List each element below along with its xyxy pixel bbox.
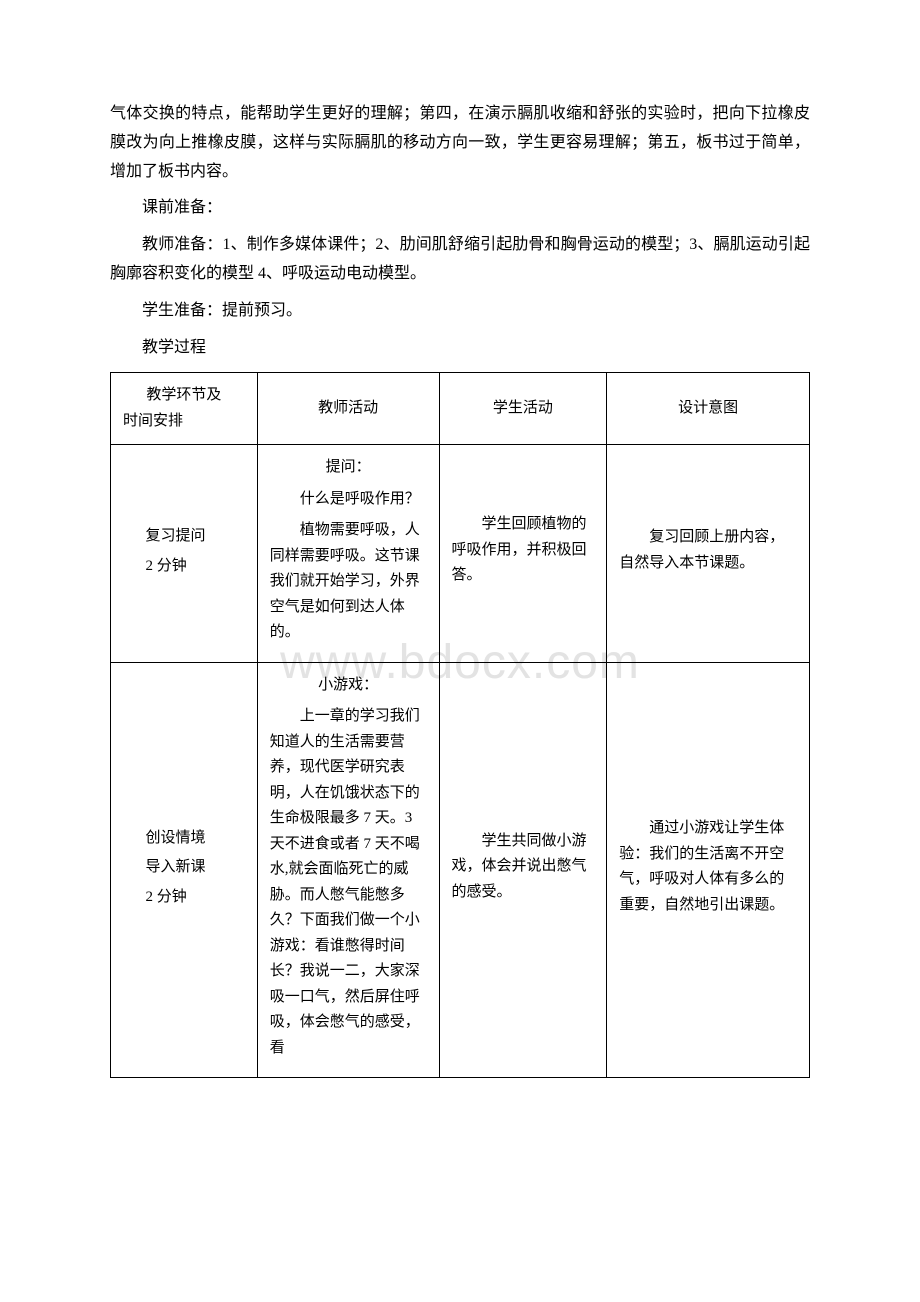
stage-text: 复习提问 <box>146 524 245 550</box>
cell-stage: 复习提问 2 分钟 <box>111 445 258 663</box>
header-cell-stage: 教学环节及 时间安排 <box>111 373 258 445</box>
cell-teacher-activity: 提问： 什么是呼吸作用？ 植物需要呼吸，人同样需要呼吸。这节课我们就开始学习，外… <box>257 445 439 663</box>
stage-text: 导入新课 <box>146 855 245 881</box>
intent-text: 通过小游戏让学生体验：我们的生活离不开空气，呼吸对人体有多么的重要，自然地引出课… <box>619 816 797 918</box>
cell-design-intent: 复习回顾上册内容，自然导入本节课题。 <box>607 445 810 663</box>
paragraph-student-prep: 学生准备：提前预习。 <box>110 297 810 326</box>
document-content: 气体交换的特点，能帮助学生更好的理解；第四，在演示膈肌收缩和舒张的实验时，把向下… <box>110 100 810 1078</box>
header-text: 时间安排 <box>123 413 183 429</box>
cell-student-activity: 学生回顾植物的呼吸作用，并积极回答。 <box>439 445 607 663</box>
cell-design-intent: 通过小游戏让学生体验：我们的生活离不开空气，呼吸对人体有多么的重要，自然地引出课… <box>607 662 810 1078</box>
table-row: 复习提问 2 分钟 提问： 什么是呼吸作用？ 植物需要呼吸，人同样需要呼吸。这节… <box>111 445 810 663</box>
intent-text: 复习回顾上册内容，自然导入本节课题。 <box>619 525 797 576</box>
cell-student-activity: 学生共同做小游戏，体会并说出憋气的感受。 <box>439 662 607 1078</box>
header-cell-intent: 设计意图 <box>607 373 810 445</box>
cell-teacher-activity: 小游戏： 上一章的学习我们知道人的生活需要营养，现代医学研究表明，人在饥饿状态下… <box>257 662 439 1078</box>
paragraph-prep-heading: 课前准备： <box>110 194 810 223</box>
stage-time: 2 分钟 <box>146 885 245 911</box>
header-text: 教学环节及 <box>146 387 221 403</box>
stage-time: 2 分钟 <box>146 554 245 580</box>
header-cell-student: 学生活动 <box>439 373 607 445</box>
student-text: 学生共同做小游戏，体会并说出憋气的感受。 <box>452 829 595 906</box>
student-text: 学生回顾植物的呼吸作用，并积极回答。 <box>452 512 595 589</box>
activity-text: 什么是呼吸作用？ <box>270 487 427 513</box>
stage-text: 创设情境 <box>146 826 245 852</box>
table-header-row: 教学环节及 时间安排 教师活动 学生活动 设计意图 <box>111 373 810 445</box>
paragraph-teacher-prep: 教师准备：1、制作多媒体课件；2、肋间肌舒缩引起肋骨和胸骨运动的模型；3、膈肌运… <box>110 231 810 289</box>
activity-text: 上一章的学习我们知道人的生活需要营养，现代医学研究表明，人在饥饿状态下的生命极限… <box>270 704 427 1061</box>
teaching-process-table: 教学环节及 时间安排 教师活动 学生活动 设计意图 复习提问 2 分钟 提问： … <box>110 372 810 1078</box>
table-row: 创设情境 导入新课 2 分钟 小游戏： 上一章的学习我们知道人的生活需要营养，现… <box>111 662 810 1078</box>
paragraph-1: 气体交换的特点，能帮助学生更好的理解；第四，在演示膈肌收缩和舒张的实验时，把向下… <box>110 100 810 186</box>
paragraph-process-heading: 教学过程 <box>110 334 810 363</box>
header-cell-teacher: 教师活动 <box>257 373 439 445</box>
cell-stage: 创设情境 导入新课 2 分钟 <box>111 662 258 1078</box>
activity-text: 提问： <box>270 455 427 481</box>
activity-text: 植物需要呼吸，人同样需要呼吸。这节课我们就开始学习，外界空气是如何到达人体的。 <box>270 518 427 646</box>
activity-text: 小游戏： <box>270 673 427 699</box>
